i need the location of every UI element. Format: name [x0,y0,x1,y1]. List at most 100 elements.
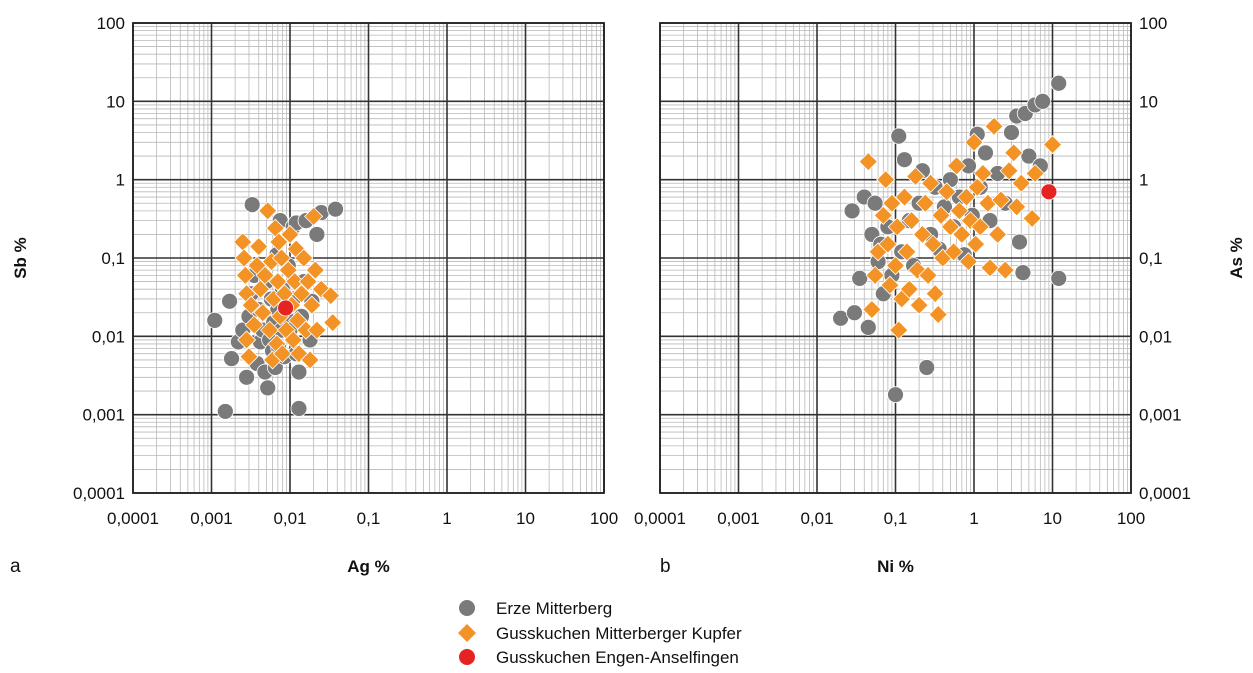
data-point-circle [327,200,344,218]
y-tick-label: 1 [116,171,125,190]
x-axis-label: Ni % [877,557,914,576]
data-point-diamond [940,217,960,237]
data-point-diamond [949,201,969,221]
data-point-diamond [285,272,305,292]
x-tick-label: 10 [516,509,535,528]
data-point-circle [1040,183,1058,201]
data-point-circle [238,368,256,386]
data-point-diamond [967,177,987,197]
data-point-diamond [283,330,303,350]
data-point-circle [890,127,908,145]
data-point-diamond [923,234,943,254]
data-point-diamond [901,211,922,231]
data-point-diamond [956,187,976,207]
data-point-diamond [241,295,261,315]
data-point-diamond [937,182,957,202]
y-axis-label: Sb % [11,237,30,279]
legend-marker-diamond [458,624,476,642]
data-point-diamond [928,304,948,325]
data-point-diamond [249,236,269,257]
data-point-circle [259,379,277,397]
x-tick-label: 0,01 [800,509,833,528]
data-point-diamond [885,256,906,276]
data-point-diamond [944,242,964,262]
legend-label: Gusskuchen Mitterberger Kupfer [496,624,742,643]
data-point-circle [918,359,936,376]
data-point-diamond [1007,197,1027,217]
legend-marker-circle [459,600,475,616]
data-point-diamond [239,347,259,367]
data-point-circle [851,269,869,287]
data-point-diamond [235,265,255,285]
panel-label: b [660,556,671,577]
series-1 [858,116,1063,340]
data-point-diamond [995,260,1015,280]
x-tick-label: 0,0001 [107,509,159,528]
data-point-diamond [947,156,967,176]
data-point-diamond [915,193,935,213]
data-point-diamond [1025,163,1045,184]
data-point-circle [243,196,261,214]
data-point-diamond [307,320,327,340]
data-point-diamond [260,320,280,340]
series-1 [233,201,343,370]
data-point-diamond [294,248,314,268]
data-point-diamond [894,187,915,207]
data-point-diamond [909,295,929,315]
data-point-diamond [271,248,292,268]
x-axis-label: Ag % [347,557,390,576]
data-point-diamond [966,234,986,254]
x-tick-label: 0,1 [884,509,908,528]
y-tick-label: 100 [97,14,125,33]
y-tick-label: 10 [1139,92,1158,111]
y-tick-label: 0,0001 [73,484,125,503]
data-point-diamond [991,190,1011,210]
y-tick-label: 0,1 [1139,249,1163,268]
data-point-diamond [244,315,264,335]
x-tick-label: 10 [1043,509,1062,528]
data-point-circle [1050,269,1068,287]
x-tick-label: 100 [1117,509,1145,528]
plot-frame [659,22,1132,494]
data-point-circle [1014,264,1032,282]
data-point-diamond [918,265,938,285]
data-point-diamond [291,284,312,304]
data-point-diamond [272,344,292,364]
data-point-diamond [876,170,896,190]
data-point-diamond [887,217,907,237]
data-point-circle [887,386,904,404]
data-point-circle [1020,147,1038,165]
plot-frame [132,22,605,494]
y-tick-label: 0,0001 [1139,484,1191,503]
data-point-circle [1003,124,1020,141]
data-point-diamond [925,284,945,304]
y-axis-label: As % [1227,237,1246,279]
y-tick-label: 100 [1139,14,1167,33]
legend: Erze Mitterberg Gusskuchen Mitterberger K… [458,599,742,667]
panel-label: a [10,556,21,577]
data-point-circle [290,400,308,417]
data-point-circle [277,299,295,317]
y-tick-label: 0,01 [1139,327,1172,346]
legend-label: Gusskuchen Engen-Anselfingen [496,648,739,667]
data-point-diamond [234,248,254,268]
y-tick-label: 0,1 [101,249,125,268]
data-point-diamond [304,206,324,226]
data-point-circle [896,151,913,169]
y-tick-label: 0,001 [1139,406,1182,425]
data-point-diamond [973,163,993,184]
x-tick-label: 0,001 [717,509,760,528]
data-point-circle [223,350,240,367]
data-point-circle [843,202,861,220]
legend-label: Erze Mitterberg [496,599,612,618]
data-point-circle [859,319,877,336]
x-tick-label: 0,001 [190,509,233,528]
data-point-diamond [298,272,318,292]
data-point-diamond [1004,143,1024,163]
x-tick-label: 1 [442,509,451,528]
data-point-diamond [305,260,325,280]
data-point-diamond [899,279,919,299]
data-point-diamond [889,320,909,340]
data-point-circle [846,304,863,322]
